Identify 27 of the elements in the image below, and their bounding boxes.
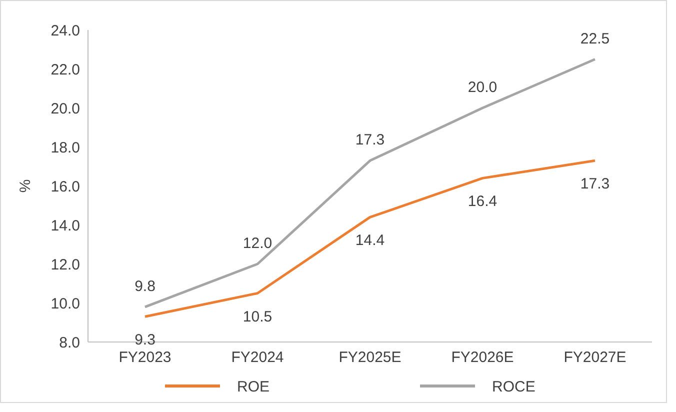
data-label: 22.5 (580, 30, 610, 48)
x-tick-label: FY2025E (338, 349, 402, 366)
data-label: 9.8 (134, 278, 156, 295)
data-label: 16.4 (468, 193, 498, 210)
y-tick-label: 24.0 (50, 22, 80, 40)
x-tick-label: FY2027E (564, 349, 626, 366)
data-label: 10.5 (242, 308, 272, 326)
legend-label: ROE (237, 378, 270, 396)
y-tick-label: 14.0 (50, 217, 80, 234)
data-label: 9.3 (134, 332, 156, 349)
data-label: 12.0 (242, 235, 272, 252)
data-label: 20.0 (468, 79, 498, 96)
y-tick-label: 16.0 (50, 178, 80, 196)
y-tick-label: 20.0 (50, 100, 80, 118)
y-axis-title: % (17, 179, 34, 193)
y-tick-label: 8.0 (59, 334, 80, 352)
y-tick-label: 22.0 (50, 61, 80, 78)
data-label: 17.3 (355, 132, 385, 149)
x-tick-label: FY2024 (231, 349, 284, 366)
y-tick-label: 12.0 (50, 256, 80, 274)
x-tick-label: FY2023 (118, 349, 172, 366)
legend-label: ROCE (492, 378, 536, 396)
x-tick-label: FY2026E (451, 349, 514, 366)
y-tick-label: 18.0 (50, 139, 80, 156)
data-label: 17.3 (580, 176, 610, 193)
y-tick-label: 10.0 (50, 295, 80, 312)
data-label: 14.4 (355, 232, 385, 250)
